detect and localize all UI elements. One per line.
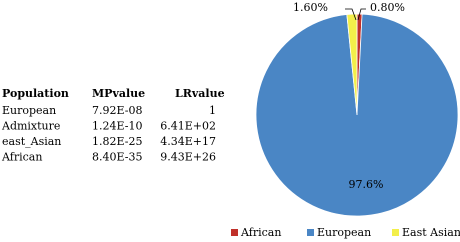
table-cell: 1.82E-25	[92, 135, 142, 148]
data-label: 0.80%	[370, 1, 405, 14]
pie-slice	[255, 13, 459, 217]
legend-swatch	[231, 229, 238, 236]
data-label: 1.60%	[293, 1, 328, 14]
table-cell: African	[1, 151, 42, 164]
table-cell: 7.92E-08	[92, 104, 142, 117]
pie: 0.80% 97.6% 1.60%	[255, 1, 459, 217]
table-cell: east_Asian	[2, 135, 61, 148]
legend-label: European	[317, 226, 371, 239]
table-cell: 9.43E+26	[160, 151, 216, 164]
table-cell: European	[2, 104, 56, 117]
table-header: LRvalue	[175, 87, 225, 100]
pie-slice	[346, 13, 358, 116]
legend-label: East Asian	[402, 226, 460, 239]
table-cell: Admixture	[1, 120, 60, 133]
table: Population MPvalue LRvalue European 7.92E-08…	[1, 87, 225, 164]
legend-swatch	[392, 229, 399, 236]
leader-line	[345, 8, 357, 21]
table-cell: 8.40E-35	[92, 151, 142, 164]
table-cell: 6.41E+02	[160, 120, 216, 133]
legend-swatch	[307, 229, 314, 236]
table-header: MPvalue	[92, 87, 145, 100]
legend-label: African	[240, 226, 281, 239]
leader-line	[357, 8, 366, 21]
table-cell: 4.34E+17	[160, 135, 216, 148]
table-header: Population	[2, 87, 69, 100]
table-cell: 1.24E-10	[92, 120, 142, 133]
table-cell: 1	[209, 104, 216, 117]
data-label: 97.6%	[349, 178, 384, 191]
